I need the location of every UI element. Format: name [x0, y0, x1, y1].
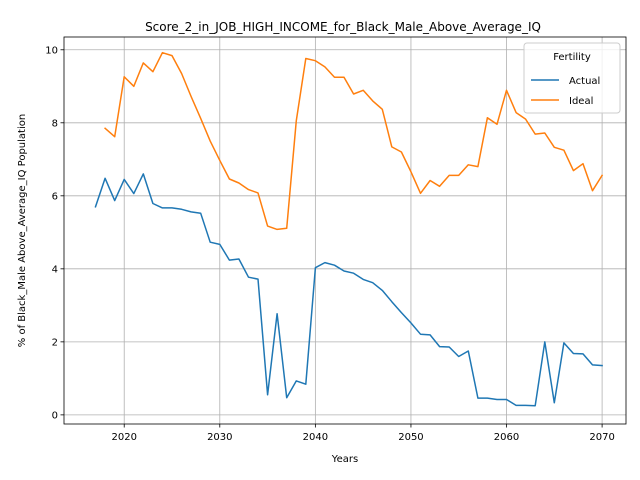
- legend-box: [523, 42, 621, 114]
- series-line-actual: [94, 173, 603, 407]
- legend-label-ideal: Ideal: [569, 96, 593, 107]
- x-tick-label: 2030: [207, 432, 232, 443]
- x-tick-label: 2020: [111, 432, 136, 443]
- legend: Fertility Actual Ideal: [523, 42, 621, 114]
- x-axis-ticks: 2020 2030 2040 2050 2060 2070: [111, 424, 615, 443]
- y-tick-label: 4: [52, 264, 58, 275]
- grid: [64, 37, 626, 424]
- plot-frame: [63, 36, 627, 425]
- y-tick-label: 0: [52, 410, 58, 421]
- y-axis-label: % of Black_Male Above_Average_IQ Populat…: [17, 114, 28, 347]
- x-axis-label: Years: [331, 454, 358, 465]
- x-tick-label: 2040: [303, 432, 328, 443]
- x-tick-label: 2050: [398, 432, 423, 443]
- y-tick-label: 10: [45, 45, 58, 56]
- y-tick-label: 6: [52, 191, 58, 202]
- legend-title: Fertility: [553, 52, 591, 63]
- y-tick-label: 8: [52, 118, 58, 129]
- y-tick-label: 2: [52, 337, 58, 348]
- series-line-ideal: [104, 51, 604, 231]
- legend-label-actual: Actual: [569, 76, 600, 87]
- y-axis-ticks: 0 2 4 6 8 10: [45, 45, 64, 421]
- chart-title: Score_2_in_JOB_HIGH_INCOME_for_Black_Mal…: [145, 20, 541, 34]
- series-lines: [94, 51, 604, 407]
- x-tick-label: 2060: [494, 432, 519, 443]
- x-tick-label: 2070: [589, 432, 614, 443]
